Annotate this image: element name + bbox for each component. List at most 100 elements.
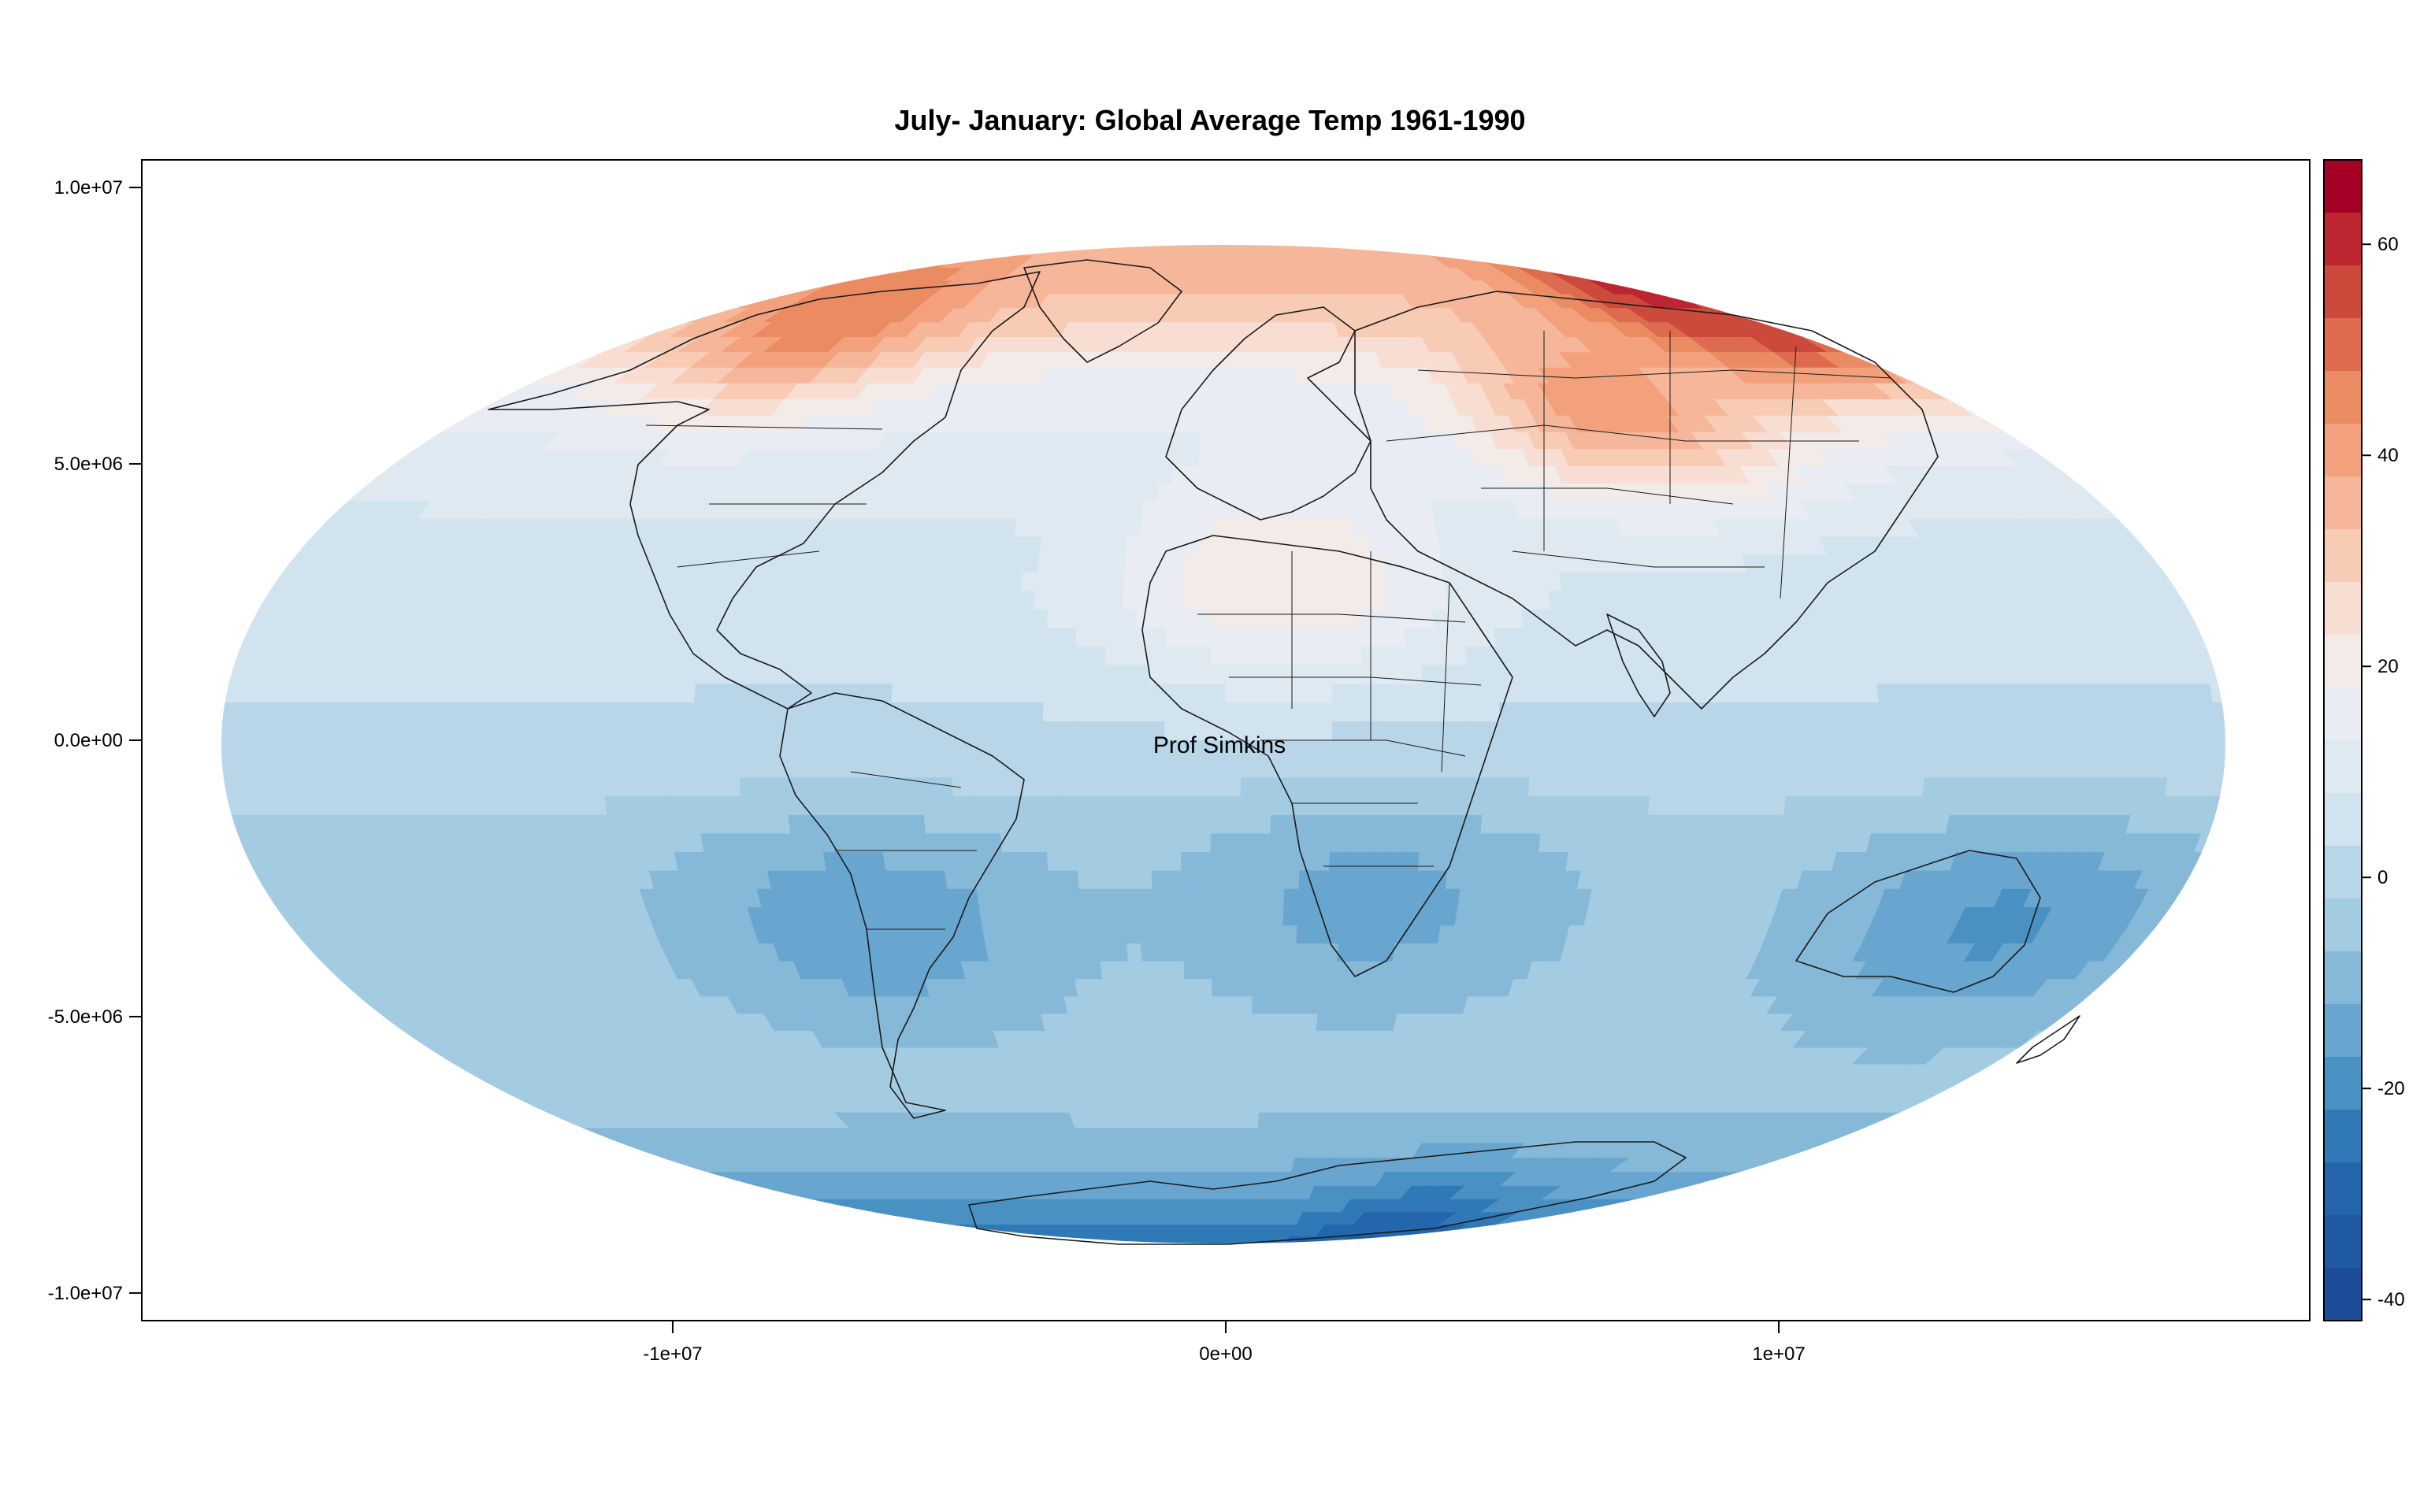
grid-cell (1043, 197, 1112, 204)
grid-cell (1188, 294, 1200, 309)
grid-cell (1292, 213, 1311, 222)
grid-cell (1576, 233, 1625, 244)
grid-cell (585, 308, 627, 323)
grid-cell (526, 684, 545, 703)
grid-cell (1765, 280, 1810, 295)
grid-cell (1158, 465, 1174, 484)
grid-cell (444, 352, 484, 369)
grid-cell (628, 268, 678, 282)
grid-cell (1720, 646, 1739, 666)
grid-cell (1376, 684, 1394, 703)
grid-cell (972, 609, 990, 628)
grid-cell (1094, 192, 1226, 197)
grid-cell (1084, 197, 1138, 204)
grid-cell (1226, 192, 1309, 197)
grid-cell (265, 536, 294, 555)
grid-cell (1321, 501, 1338, 520)
grid-cell (146, 702, 163, 721)
grid-cell (1262, 415, 1277, 433)
grid-cell (1288, 432, 1304, 450)
grid-cell (2239, 628, 2261, 647)
grid-cell (1596, 268, 1633, 282)
grid-cell (1149, 702, 1166, 722)
grid-cell (1813, 665, 1832, 684)
grid-cell (1088, 483, 1105, 502)
grid-cell (1090, 204, 1125, 213)
grid-cell (1008, 222, 1042, 232)
grid-cell (435, 684, 454, 703)
grid-cell (997, 684, 1015, 703)
grid-cell (825, 222, 884, 232)
grid-cell (1162, 192, 1226, 197)
grid-cell (974, 233, 1008, 244)
grid-cell (1200, 415, 1214, 433)
grid-cell (1709, 255, 1759, 269)
grid-cell (481, 684, 499, 703)
grid-cell (239, 554, 267, 573)
grid-cell (1023, 213, 1062, 222)
grid-cell (985, 222, 1022, 232)
grid-cell (1024, 204, 1075, 213)
grid-cell (1027, 213, 1065, 222)
grid-cell (1315, 628, 1331, 647)
grid-cell (1240, 609, 1256, 628)
grid-cell (1285, 628, 1301, 647)
grid-cell (1223, 197, 1226, 204)
grid-cell (1149, 233, 1163, 244)
grid-cell (1435, 213, 1483, 222)
grid-cell (1404, 628, 1421, 647)
grid-cell (1432, 609, 1450, 628)
grid-cell (1310, 536, 1327, 555)
grid-cell (1102, 213, 1127, 222)
grid-cell (1238, 197, 1248, 204)
grid-cell (778, 245, 826, 257)
grid-cell (777, 268, 817, 282)
grid-cell (1529, 702, 1546, 722)
grid-cell (1542, 665, 1560, 684)
grid-cell (923, 233, 963, 244)
grid-cell (1312, 213, 1335, 222)
grid-cell (1673, 280, 1713, 295)
grid-cell (251, 536, 280, 555)
grid-cell (618, 684, 636, 703)
grid-cell (1361, 197, 1443, 204)
grid-cell (2166, 483, 2199, 502)
grid-cell (1031, 609, 1049, 628)
grid-cell (1187, 415, 1202, 433)
grid-cell (1270, 628, 1286, 647)
grid-cell (1385, 222, 1416, 232)
grid-cell (1152, 192, 1226, 197)
grid-cell (1075, 483, 1092, 502)
grid-cell (1588, 268, 1624, 282)
grid-cell (1062, 213, 1094, 222)
grid-cell (1168, 518, 1185, 537)
grid-cell (641, 280, 687, 295)
grid-cell (544, 322, 586, 338)
grid-cell (1516, 255, 1550, 269)
grid-cell (1112, 213, 1135, 222)
grid-cell (221, 573, 226, 592)
grid-cell (473, 336, 514, 353)
grid-cell (1253, 518, 1269, 537)
grid-cell (1467, 233, 1503, 244)
grid-cell (324, 465, 356, 484)
grid-cell (1391, 665, 1409, 684)
grid-cell (1279, 197, 1314, 204)
grid-cell (1765, 268, 1816, 282)
grid-cell (1163, 222, 1176, 232)
grid-cell (1559, 702, 1576, 722)
grid-cell (1524, 255, 1558, 269)
grid-cell (1418, 245, 1447, 257)
grid-cell (1213, 197, 1219, 204)
grid-cell (1074, 665, 1091, 684)
grid-cell (833, 233, 882, 244)
grid-cell (910, 628, 928, 647)
grid-cell (1323, 204, 1357, 213)
grid-cell (1226, 192, 1337, 197)
grid-cell (831, 665, 849, 684)
grid-cell (756, 280, 795, 295)
grid-cell (1731, 280, 1775, 295)
grid-cell (906, 702, 922, 722)
grid-cell (1524, 233, 1567, 244)
grid-cell (2170, 554, 2198, 573)
